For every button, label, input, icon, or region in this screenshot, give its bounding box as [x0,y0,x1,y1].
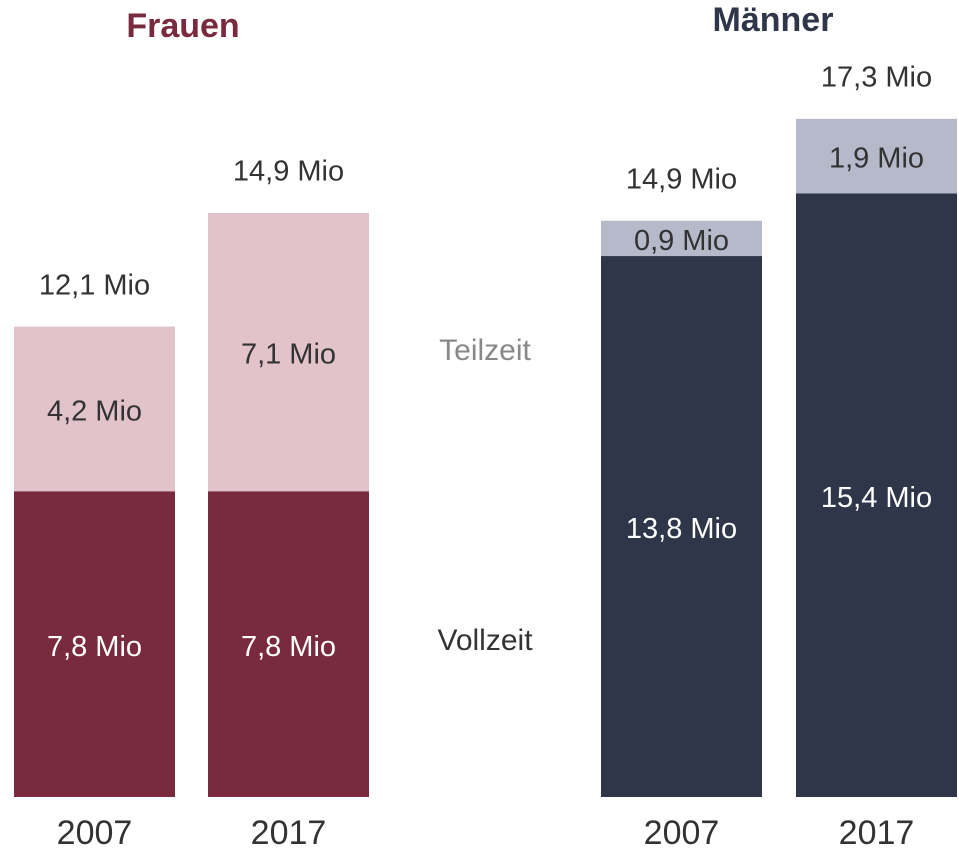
value-label: 7,1 Mio [241,339,336,371]
value-label: 15,4 Mio [821,482,932,514]
chart-title: Frauen [126,7,239,45]
total-label: 14,9 Mio [626,163,737,195]
bar-segment [14,326,175,492]
chart-title: Männer [713,1,834,39]
x-tick-label: 2007 [57,814,133,852]
legend-label: Vollzeit [437,624,533,657]
bar-segment [601,220,762,257]
value-label: 0,9 Mio [634,225,729,257]
value-label: 1,9 Mio [829,143,924,175]
total-label: 17,3 Mio [821,61,932,93]
total-label: 12,1 Mio [39,269,150,301]
bar-segment [796,193,957,797]
bar-segment [796,118,957,194]
value-label: 7,8 Mio [241,631,336,663]
bar-segment [208,212,369,492]
x-tick-label: 2017 [251,814,327,852]
total-label: 14,9 Mio [233,156,344,188]
value-label: 7,8 Mio [47,631,142,663]
x-tick-label: 2007 [644,814,720,852]
legend-label: Teilzeit [439,334,531,367]
bar-segment [14,491,175,797]
bar-segment [601,256,762,797]
value-label: 4,2 Mio [47,396,142,428]
value-label: 13,8 Mio [626,513,737,545]
x-tick-label: 2017 [839,814,915,852]
bar-segment [208,491,369,797]
